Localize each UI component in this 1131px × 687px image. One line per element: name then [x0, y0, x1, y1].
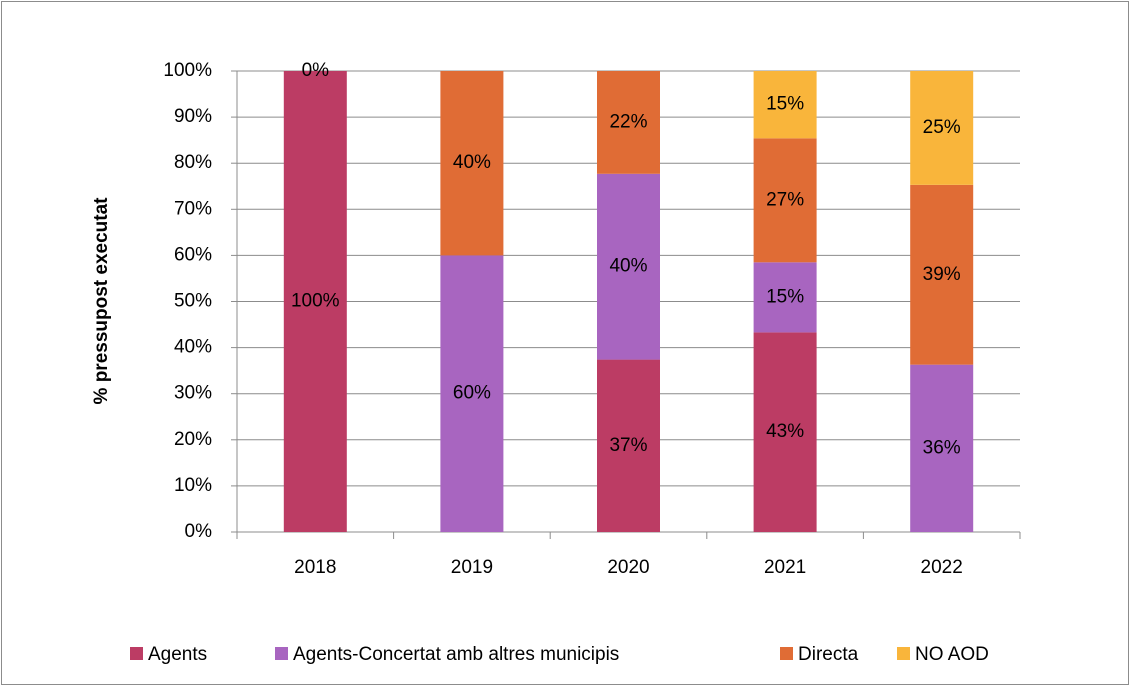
data-label: 39%	[923, 264, 961, 285]
bar-segment	[440, 71, 504, 256]
bar-segment	[597, 71, 660, 174]
y-tick-label: 100%	[163, 60, 212, 81]
legend-label: Agents	[148, 644, 207, 665]
data-label: 36%	[923, 437, 961, 458]
data-label: 22%	[609, 111, 647, 132]
y-tick-label: 40%	[174, 337, 212, 358]
data-label: 60%	[453, 383, 491, 404]
bar-segment	[910, 364, 974, 532]
bar-segment	[597, 173, 660, 360]
legend-swatch	[275, 647, 288, 660]
y-tick-label: 60%	[174, 244, 212, 265]
legend-swatch	[780, 647, 793, 660]
bar-segment	[597, 359, 660, 532]
legend-swatch	[130, 647, 143, 660]
bar-segment	[910, 184, 974, 365]
legend-label: Directa	[798, 644, 859, 665]
bar-segment	[283, 71, 347, 532]
data-label: 43%	[766, 421, 804, 442]
y-axis-title: % pressupost executat	[91, 197, 112, 405]
data-label: 100%	[291, 291, 340, 312]
data-label: 25%	[923, 117, 961, 138]
bar-segment	[753, 71, 817, 139]
y-tick-label: 30%	[174, 383, 212, 404]
y-tick-label: 10%	[174, 475, 212, 496]
bar-segment	[910, 71, 974, 185]
x-tick-label: 2021	[764, 557, 806, 578]
y-tick-label: 50%	[174, 291, 212, 312]
data-label: 40%	[453, 152, 491, 173]
y-tick-label: 70%	[174, 198, 212, 219]
x-tick-label: 2019	[451, 557, 493, 578]
data-label: 40%	[609, 256, 647, 277]
y-tick-label: 80%	[174, 152, 212, 173]
data-label: 15%	[766, 286, 804, 307]
bar-segment	[440, 255, 504, 532]
data-label: 15%	[766, 94, 804, 115]
data-label: 0%	[302, 60, 330, 81]
x-tick-label: 2020	[607, 557, 649, 578]
bar-segment	[753, 262, 817, 333]
legend-swatch	[897, 647, 910, 660]
bar-segment	[753, 332, 817, 532]
y-tick-label: 90%	[174, 106, 212, 127]
legend-label: NO AOD	[915, 644, 989, 665]
legend-label: Agents-Concertat amb altres municipis	[293, 644, 619, 665]
x-tick-label: 2018	[294, 557, 336, 578]
y-tick-label: 20%	[174, 429, 212, 450]
data-label: 27%	[766, 189, 804, 210]
data-label: 37%	[609, 435, 647, 456]
x-tick-label: 2022	[921, 557, 963, 578]
bar-segment	[753, 138, 817, 263]
y-tick-label: 0%	[185, 521, 213, 542]
